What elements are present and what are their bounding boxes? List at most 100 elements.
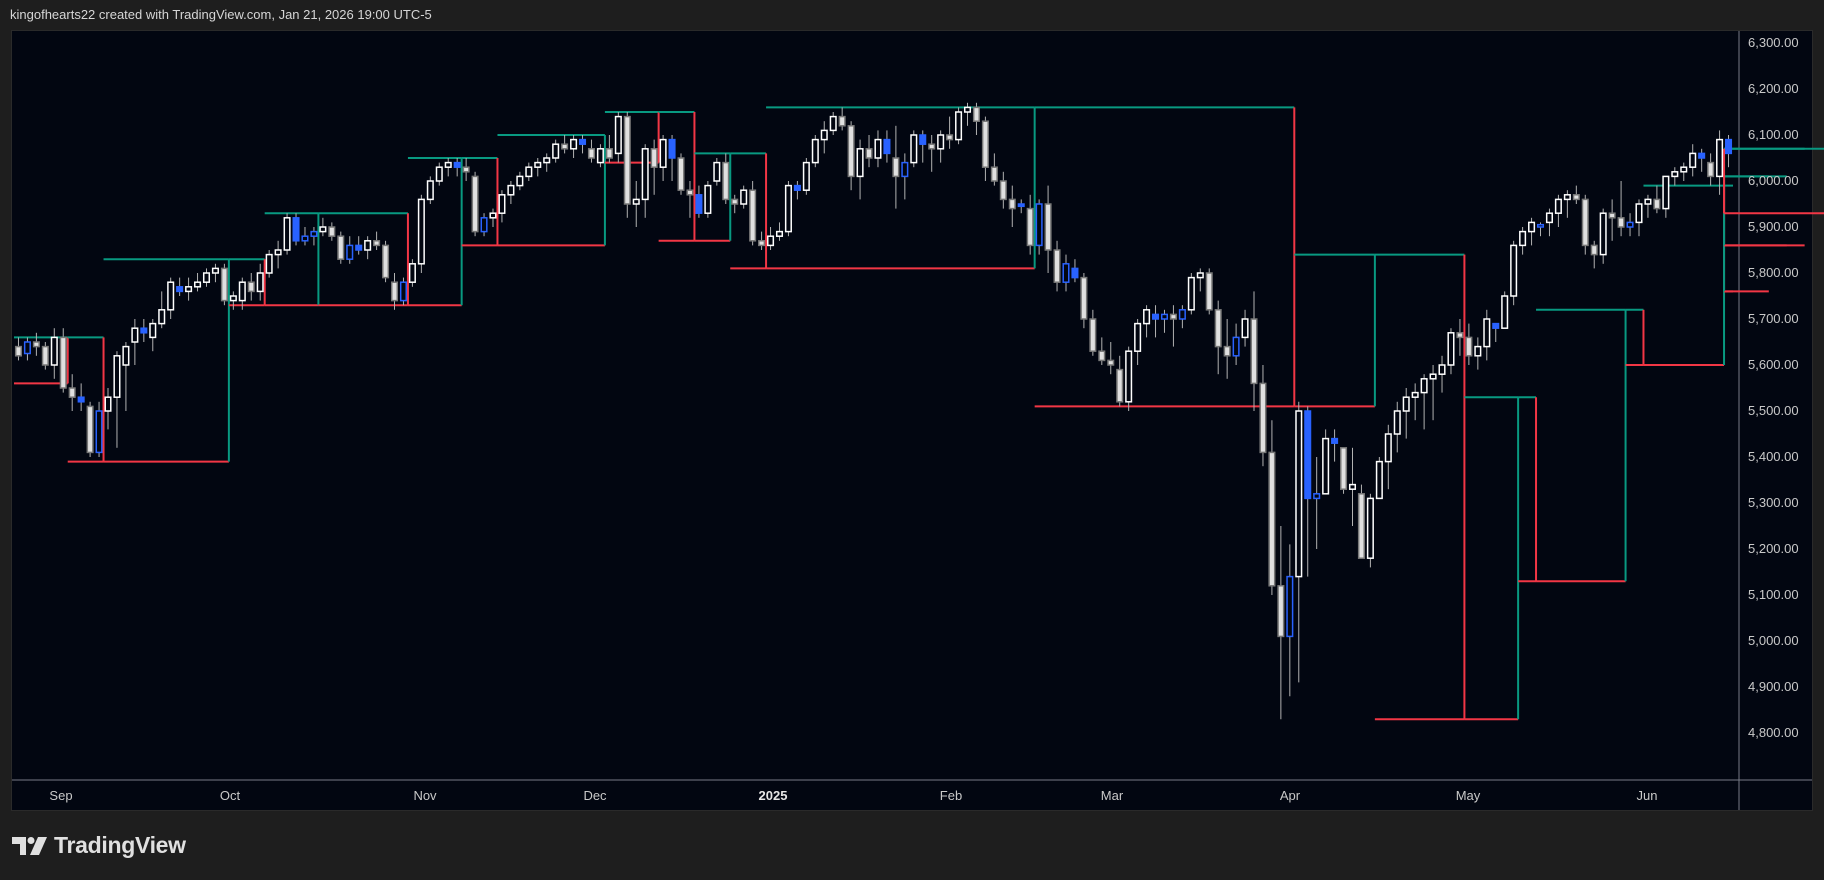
candle-body	[489, 212, 497, 219]
price-axis-label: 5,300.00	[1748, 495, 1799, 510]
candle-body	[1724, 138, 1733, 155]
candle-body	[77, 396, 85, 403]
candle-body	[176, 286, 184, 293]
candle-body	[1375, 460, 1383, 500]
chart-attribution: kingofhearts22 created with TradingView.…	[10, 7, 432, 22]
candle-body	[1151, 313, 1160, 320]
candle-body	[95, 410, 103, 454]
candle-body	[758, 240, 766, 247]
candle-body	[1295, 410, 1303, 578]
candle-body	[722, 161, 730, 201]
price-axis-label: 5,400.00	[1748, 449, 1799, 464]
candle-body	[1590, 244, 1598, 256]
candle-body	[1125, 350, 1133, 403]
candle-body	[1689, 152, 1697, 168]
price-axis-label: 6,300.00	[1748, 35, 1799, 50]
chart-pane[interactable]	[11, 30, 1813, 811]
candle-body	[856, 148, 864, 178]
candle-body	[838, 115, 846, 127]
candle-body	[1420, 378, 1428, 394]
candle-body	[426, 180, 434, 201]
candle-body	[1572, 194, 1580, 201]
candle-body	[686, 189, 694, 196]
candle-body	[310, 230, 318, 237]
candle-body	[1035, 203, 1043, 247]
candle-body	[1483, 318, 1491, 348]
candle-body	[328, 226, 336, 237]
candle-body	[749, 189, 757, 242]
candle-body	[498, 194, 506, 214]
candle-body	[399, 281, 407, 302]
candle-body	[1178, 309, 1186, 320]
candle-body	[274, 249, 282, 256]
candle-body	[820, 129, 828, 141]
candle-body	[677, 157, 685, 191]
price-axis-label: 5,100.00	[1748, 587, 1799, 602]
candle-body	[1357, 493, 1365, 559]
candle-body	[1026, 207, 1034, 247]
candle-body	[516, 175, 524, 187]
price-axis-label: 5,000.00	[1748, 633, 1799, 648]
candle-body	[981, 120, 989, 168]
candle-body	[408, 263, 416, 283]
price-axis-label: 5,200.00	[1748, 541, 1799, 556]
candle-body	[1304, 410, 1312, 500]
candle-body	[928, 143, 936, 150]
candle-body	[1402, 396, 1410, 412]
candle-body	[641, 148, 649, 201]
candle-body	[659, 138, 667, 168]
candle-body	[552, 143, 560, 159]
price-axis-label: 5,800.00	[1748, 265, 1799, 280]
candle-body	[104, 396, 112, 412]
candle-body	[1393, 410, 1401, 435]
candle-body	[1707, 161, 1715, 178]
candle-body	[605, 148, 613, 159]
price-axis-label: 5,500.00	[1748, 403, 1799, 418]
candle-body	[202, 272, 211, 283]
candle-body	[1322, 437, 1330, 495]
price-axis-label: 5,600.00	[1748, 357, 1799, 372]
candle-body	[561, 143, 569, 150]
candle-body	[1286, 575, 1294, 638]
candle-body	[1447, 332, 1455, 366]
candle-body	[1653, 198, 1661, 210]
candle-body	[149, 322, 157, 339]
candle-body	[1062, 263, 1070, 283]
candle-body	[1492, 322, 1500, 329]
candle-body	[229, 295, 237, 302]
candle-body	[32, 341, 40, 348]
candle-body	[1008, 198, 1016, 210]
candle-body	[1098, 350, 1106, 362]
candle-body	[972, 106, 980, 122]
candle-body	[471, 175, 479, 233]
candle-body	[41, 345, 49, 366]
price-axis-label: 4,800.00	[1748, 725, 1799, 740]
time-axis-label: Sep	[49, 788, 73, 803]
candle-body	[1348, 483, 1357, 490]
candle-body	[1599, 212, 1607, 256]
candle-body	[713, 161, 721, 182]
candle-body	[185, 286, 193, 293]
candle-body	[167, 281, 175, 311]
candle-body	[59, 336, 67, 389]
candle-body	[632, 198, 640, 205]
candle-body	[919, 134, 927, 145]
time-axis-label: Mar	[1100, 788, 1124, 803]
candle-body	[543, 157, 551, 164]
candle-body	[211, 267, 219, 274]
candle-body	[1644, 198, 1652, 205]
candle-body	[999, 180, 1007, 201]
time-axis-label: 2025	[758, 788, 788, 803]
candle-body	[346, 244, 354, 260]
candle-body	[731, 198, 739, 205]
candle-body	[86, 405, 94, 454]
candle-body	[1617, 217, 1625, 228]
time-axis-label: Apr	[1279, 788, 1301, 803]
candle-body	[937, 134, 945, 150]
candle-body	[1608, 212, 1616, 219]
candle-body	[623, 115, 631, 205]
candle-body	[695, 194, 703, 214]
candle-body	[337, 235, 345, 260]
candle-body	[1107, 359, 1115, 366]
